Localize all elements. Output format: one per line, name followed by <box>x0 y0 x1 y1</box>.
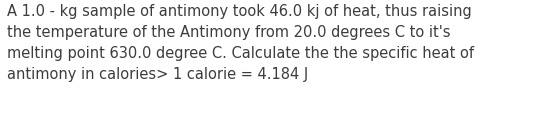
Text: A 1.0 - kg sample of antimony took 46.0 kj of heat, thus raising
the temperature: A 1.0 - kg sample of antimony took 46.0 … <box>7 4 474 82</box>
